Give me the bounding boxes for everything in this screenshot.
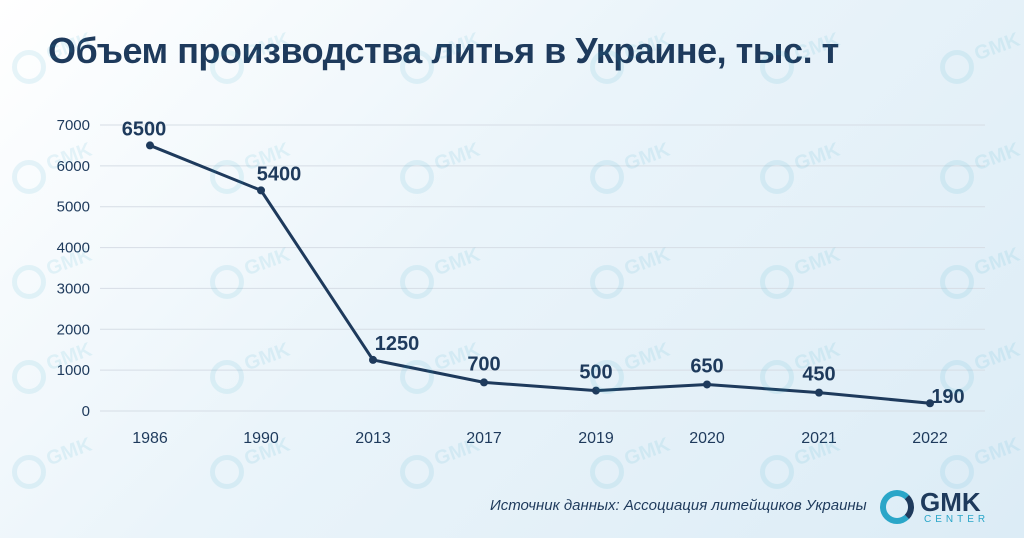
data-label: 5400	[257, 163, 302, 185]
series-line	[149, 144, 931, 405]
x-tick-label: 2013	[355, 430, 391, 447]
y-tick-label: 3000	[57, 280, 90, 297]
y-tick-label: 7000	[57, 117, 90, 134]
data-point	[480, 378, 488, 387]
x-tick-label: 2021	[801, 430, 837, 447]
data-point	[369, 355, 377, 364]
data-point	[257, 186, 265, 195]
y-tick-label: 4000	[57, 240, 90, 257]
data-label: 190	[931, 386, 964, 408]
data-label: 500	[579, 362, 612, 384]
data-point	[815, 388, 823, 397]
y-tick-label: 0	[82, 403, 90, 420]
data-label: 450	[802, 364, 835, 386]
data-source-note: Источник данных: Ассоциация литейщиков У…	[490, 497, 867, 514]
data-label: 1250	[375, 333, 420, 355]
data-label: 700	[467, 353, 500, 375]
x-tick-label: 1990	[243, 430, 279, 447]
logo-sub: CENTER	[924, 514, 990, 525]
y-tick-label: 2000	[57, 321, 90, 338]
logo-ring-icon	[880, 490, 914, 524]
x-tick-label: 1986	[132, 430, 168, 447]
data-point	[592, 386, 600, 395]
x-tick-label: 2020	[689, 430, 725, 447]
chart-title: Объем производства литья в Украине, тыс.…	[48, 30, 839, 71]
x-tick-label: 2022	[912, 430, 948, 447]
data-point	[146, 141, 154, 150]
data-label: 6500	[122, 118, 167, 140]
data-point	[703, 380, 711, 389]
gmk-center-logo: GMK CENTER	[880, 487, 989, 527]
data-label: 650	[690, 355, 723, 377]
data-point	[926, 399, 934, 408]
x-tick-label: 2017	[466, 430, 502, 447]
logo-name: GMK	[920, 487, 981, 517]
y-tick-label: 5000	[57, 199, 90, 216]
y-tick-label: 1000	[57, 362, 90, 379]
x-tick-label: 2019	[578, 430, 614, 447]
y-tick-label: 6000	[57, 158, 90, 175]
